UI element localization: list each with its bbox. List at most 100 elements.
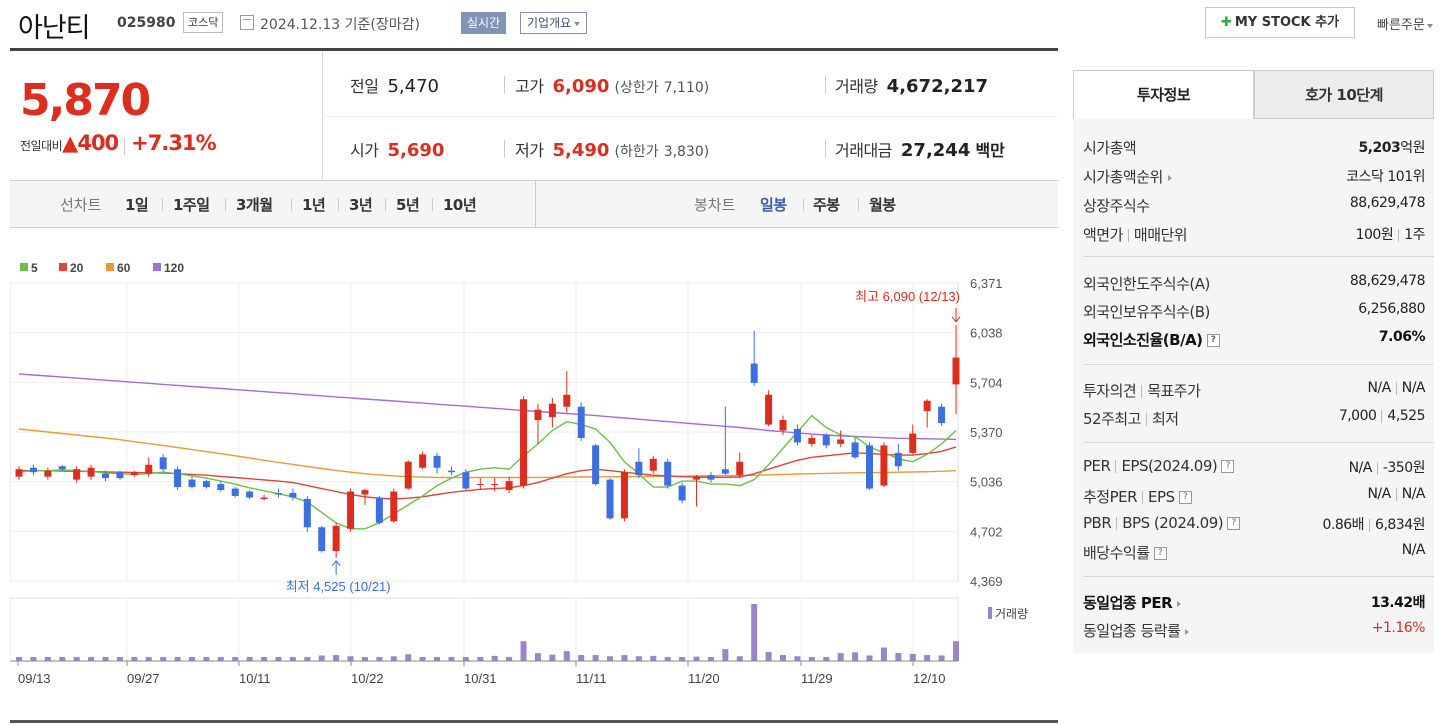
candle-body	[765, 394, 773, 425]
volume-bar	[794, 656, 801, 661]
x-tick-label: 09/13	[18, 671, 51, 686]
period-3m[interactable]: 3개월	[236, 196, 273, 214]
candle-daily[interactable]: 일봉	[760, 196, 787, 214]
help-icon[interactable]: ?	[1178, 491, 1192, 504]
volume-bar	[592, 655, 599, 661]
market-cap-rank-label: 시가총액순위	[1083, 166, 1172, 187]
listed-shares-value: 88,629,478	[1349, 195, 1426, 211]
chevron-down-icon	[574, 21, 581, 26]
candle-body	[491, 484, 499, 486]
volume-bar	[462, 657, 469, 661]
candle-body	[880, 445, 888, 486]
period-5y[interactable]: 5년	[396, 196, 420, 214]
candle-body	[44, 470, 52, 477]
help-icon[interactable]: ?	[1153, 547, 1167, 560]
price-chart[interactable]: 6,371 6,038 5,704 5,370 5,036 4,702 4,369 5 20 60…	[10, 228, 1058, 720]
volume-bar	[707, 657, 714, 661]
help-icon[interactable]: ?	[1221, 460, 1235, 473]
eps-amount: -350원	[1382, 460, 1426, 476]
industry-rate-value: +1.16%	[1371, 620, 1426, 636]
candle-body	[87, 467, 95, 477]
foreign-ratio-label: 외국인소진율(B/A)?	[1083, 329, 1220, 350]
per-amount: N/A	[1348, 460, 1373, 476]
low-value: 5,490	[552, 140, 610, 161]
rank-label-text: 시가총액순위	[1083, 168, 1163, 186]
candle-body	[260, 497, 268, 499]
candle-body	[894, 452, 902, 467]
candlestick-chart-svg[interactable]: 6,371 6,038 5,704 5,370 5,036 4,702 4,369 5 20 60…	[10, 228, 1058, 720]
volume-bar	[318, 655, 325, 661]
help-icon[interactable]: ?	[1227, 517, 1241, 530]
est-eps-text: EPS	[1148, 488, 1175, 506]
legend-label: 5	[31, 261, 38, 275]
candle-body	[289, 493, 297, 498]
stock-header: 아난티 025980 코스닥 2024.12.13 기준(장마감) 실시간 기업…	[0, 0, 1454, 48]
pbr-amount: 0.86배	[1322, 517, 1365, 533]
divider	[338, 198, 339, 211]
volume-bar	[44, 657, 51, 661]
low-label: 저가	[515, 141, 544, 160]
volume-bar	[73, 657, 80, 661]
x-tick-label: 09/27	[127, 671, 160, 686]
x-tick-label: 11/20	[688, 671, 720, 686]
company-overview-dropdown[interactable]: 기업개요	[520, 12, 588, 34]
tab-investment-info[interactable]: 투자정보	[1073, 70, 1254, 119]
candle-body	[779, 420, 787, 431]
volume-bar	[909, 653, 916, 661]
candle-weekly[interactable]: 주봉	[813, 196, 840, 214]
ma120-line	[18, 373, 957, 441]
candle-body	[592, 445, 600, 485]
unit-label-text: 매매단위	[1133, 226, 1188, 244]
industry-per-row[interactable]: 동일업종 PER 13.42배	[1083, 589, 1426, 615]
lower-limit-value: 3,830	[663, 144, 704, 160]
period-3y[interactable]: 3년	[349, 196, 373, 214]
volume-bar	[607, 656, 614, 661]
period-10y[interactable]: 10년	[443, 196, 477, 214]
volume-bar	[188, 657, 195, 661]
candle-body	[159, 457, 167, 470]
opinion-text: 투자의견	[1083, 382, 1137, 400]
week52-high-text: 52주최고	[1083, 410, 1142, 428]
tab-orderbook[interactable]: 호가 10단계	[1254, 70, 1434, 119]
caret-right-icon	[1177, 600, 1182, 607]
industry-rate-row[interactable]: 동일업종 등락률 +1.16%	[1083, 617, 1426, 643]
candle-body	[721, 469, 729, 474]
foreign-holding-value: 6,256,880	[1358, 301, 1425, 317]
candle-body	[361, 490, 369, 495]
volume-bar	[333, 655, 340, 661]
trade-value: 거래대금 27,244 백만	[835, 137, 1005, 161]
candle-body	[318, 527, 326, 552]
candle-body	[188, 479, 196, 488]
open-price: 시가 5,690	[350, 137, 444, 161]
quick-order-button[interactable]: 빠른주문	[1377, 14, 1433, 33]
divider	[1142, 491, 1144, 504]
candle-body	[246, 491, 254, 498]
opinion-label: 투자의견 목표주가	[1083, 380, 1201, 401]
base-date: 2024.12.13 기준(장마감)	[260, 17, 420, 33]
market-cap-amount: 5,203	[1358, 140, 1401, 156]
help-icon[interactable]: ?	[1206, 334, 1220, 347]
volume-bar	[520, 641, 527, 661]
per-value: N/A -350원	[1348, 457, 1426, 477]
period-1w[interactable]: 1주일	[173, 196, 210, 214]
candle-body	[909, 433, 917, 453]
volume-bar	[419, 657, 426, 661]
x-tick-label: 10/11	[239, 671, 271, 686]
market-cap-rank-row[interactable]: 시가총액순위 코스닥 101위	[1083, 163, 1425, 189]
candle-body	[678, 485, 686, 501]
candle-monthly[interactable]: 월봉	[869, 196, 896, 214]
listed-shares-label: 상장주식수	[1083, 197, 1150, 215]
divider	[858, 198, 859, 211]
y-tick-label: 5,370	[970, 425, 1003, 440]
x-tick-label: 11/11	[576, 671, 607, 686]
candle-body	[693, 476, 701, 480]
my-stock-add-button[interactable]: ✚ MY STOCK 추가	[1205, 7, 1355, 38]
realtime-button[interactable]: 실시간	[461, 12, 507, 34]
candle-body	[73, 469, 81, 480]
candle-body	[808, 437, 816, 444]
caret-right-icon	[1185, 628, 1190, 635]
period-1d[interactable]: 1일	[125, 196, 149, 214]
period-1y[interactable]: 1년	[302, 196, 326, 214]
high-price: 고가 6,090 (상한가 7,110)	[515, 73, 709, 97]
industry-rate-text: 동일업종 등락률	[1083, 622, 1181, 640]
